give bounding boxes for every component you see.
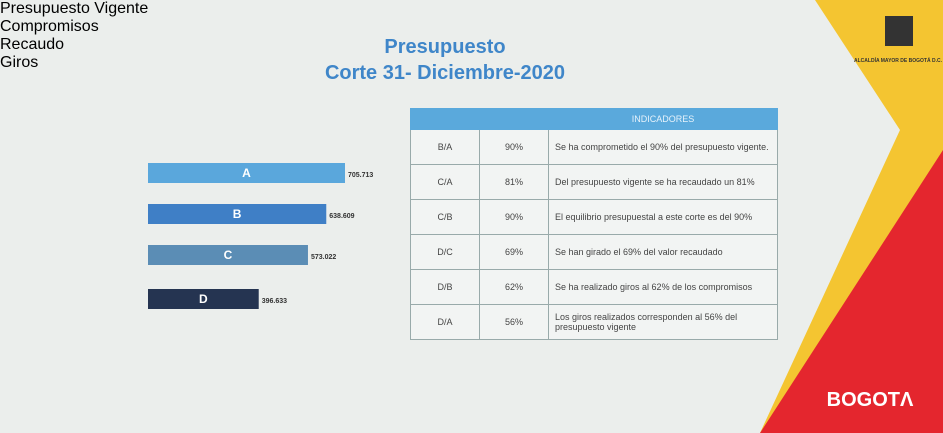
logo-text: ALCALDÍA MAYOR DE BOGOTÁ D.C. — [854, 56, 943, 64]
table-row: D/A 56% Los giros realizados corresponden … — [410, 304, 778, 340]
table-cell: Del presupuesto vigente se ha recaudado … — [548, 164, 778, 200]
bar — [148, 204, 327, 224]
category-label: Presupuesto Vigente — [0, 0, 149, 17]
indicators-table: INDICADORES B/A 90% Se ha comprometido el … — [410, 108, 778, 340]
brand: BOGOTΛ — [827, 389, 914, 411]
logo-shield — [885, 16, 913, 46]
table-cell: B/A — [410, 129, 480, 165]
table-cell: 81% — [479, 164, 549, 200]
table-cell: 90% — [479, 199, 549, 235]
bar — [148, 245, 308, 265]
bar-letter: B — [233, 207, 242, 221]
category-label: Compromisos — [0, 18, 99, 35]
value-label: 705.713 — [348, 172, 373, 179]
table-cell: El equilibrio presupuestal a este corte … — [548, 199, 778, 235]
bar — [148, 289, 259, 309]
table-cell: Se ha realizado giros al 62% de los comp… — [548, 269, 778, 305]
table-row: C/A 81% Del presupuesto vigente se ha reca… — [410, 164, 778, 200]
table-row: B/A 90% Se ha comprometido el 90% del pres… — [410, 129, 778, 165]
table-cell: C/B — [410, 199, 480, 235]
table-cell: 90% — [479, 129, 549, 165]
title: Presupuesto — [384, 36, 506, 58]
table-title: INDICADORES — [548, 108, 778, 130]
corner-red — [760, 150, 943, 433]
subtitle: Corte 31- Diciembre-2020 — [324, 62, 566, 84]
table-cell: D/A — [410, 304, 480, 340]
table-row: C/B 90% El equilibrio presupuestal a este … — [410, 199, 778, 235]
table-cell: C/A — [410, 164, 480, 200]
table-cell: Los giros realizados corresponden al 56%… — [548, 304, 778, 340]
table-row: D/B 62% Se ha realizado giros al 62% de lo… — [410, 269, 778, 305]
value-label: 573.022 — [311, 254, 336, 261]
table-cell: D/B — [410, 269, 480, 305]
category-label: Giros — [0, 54, 39, 71]
table-cell: Se ha comprometido el 90% del presupuest… — [548, 129, 778, 165]
bar-letter: A — [242, 166, 251, 180]
table-cell: Se han girado el 69% del valor recaudado — [548, 234, 778, 270]
bar-letter: D — [199, 292, 208, 306]
table-cell: 56% — [479, 304, 549, 340]
category-label: Recaudo — [0, 36, 65, 53]
bar-letter: C — [224, 248, 233, 262]
table-cell: 62% — [479, 269, 549, 305]
bar — [148, 163, 345, 183]
table-row: D/C 69% Se han girado el 69% del valor rec… — [410, 234, 778, 270]
table-cell: D/C — [410, 234, 480, 270]
value-label: 396.633 — [262, 298, 287, 305]
table-cell: 69% — [479, 234, 549, 270]
value-label: 638.609 — [329, 213, 354, 220]
